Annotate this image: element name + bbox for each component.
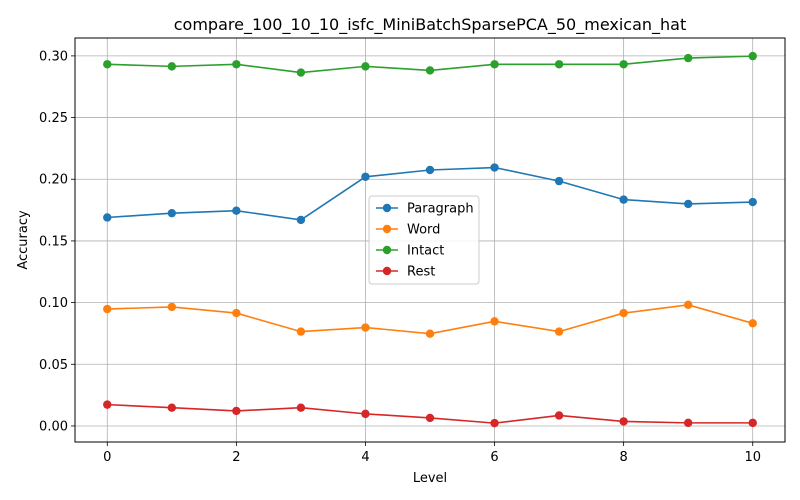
- x-tick-label: 10: [744, 450, 761, 465]
- data-point-intact: [103, 60, 112, 69]
- series-word: [103, 300, 757, 338]
- data-point-rest: [103, 400, 112, 409]
- data-point-intact: [425, 66, 435, 75]
- data-point-word: [296, 327, 306, 336]
- data-point-paragraph: [748, 197, 757, 207]
- data-point-paragraph: [425, 165, 435, 175]
- data-point-intact: [554, 60, 564, 69]
- series-layer: [103, 51, 757, 428]
- data-point-rest: [490, 418, 499, 428]
- data-point-paragraph: [554, 176, 564, 186]
- data-point-intact: [748, 51, 757, 61]
- y-tick-label: 0.20: [39, 173, 68, 188]
- x-tick-label: 4: [361, 450, 369, 465]
- data-point-rest: [167, 403, 177, 412]
- data-point-word: [619, 308, 628, 318]
- data-point-paragraph: [232, 206, 241, 215]
- data-point-intact: [619, 60, 628, 69]
- x-tick-label: 2: [232, 450, 240, 465]
- data-point-word: [425, 329, 435, 338]
- x-tick-label: 0: [103, 450, 111, 465]
- legend-label-intact: Intact: [407, 244, 444, 259]
- legend-marker-rest: [382, 266, 392, 276]
- data-point-word: [683, 300, 693, 310]
- data-point-word: [748, 319, 757, 328]
- y-tick-label: 0.05: [39, 358, 68, 373]
- data-point-word: [490, 317, 499, 326]
- data-point-paragraph: [490, 163, 499, 172]
- legend: Paragraph Word Intact Rest: [368, 195, 480, 285]
- legend-item-word: Word: [376, 223, 440, 238]
- legend-label-paragraph: Paragraph: [407, 202, 474, 217]
- legend-label-word: Word: [407, 223, 440, 238]
- data-point-paragraph: [167, 208, 177, 218]
- x-axis-label: Level: [413, 471, 447, 486]
- y-tick-label: 0.00: [39, 419, 68, 434]
- ticks: 0 2 4 6 8 10 0.00 0.05 0.10 0.15 0.20 0.25 0.30: [39, 49, 761, 465]
- y-tick-label: 0.10: [39, 296, 68, 311]
- legend-marker-paragraph: [382, 203, 392, 213]
- legend-item-paragraph: Paragraph: [376, 202, 474, 217]
- data-point-rest: [361, 409, 370, 419]
- series-intact: [103, 51, 757, 77]
- data-point-word: [554, 327, 564, 336]
- x-tick-label: 6: [490, 450, 498, 465]
- data-point-word: [103, 304, 112, 314]
- data-point-rest: [425, 413, 435, 423]
- legend-label-rest: Rest: [407, 265, 435, 280]
- chart-title: compare_100_10_10_isfc_MiniBatchSparsePC…: [174, 15, 687, 35]
- data-point-rest: [296, 403, 306, 412]
- y-axis-label: Accuracy: [16, 210, 31, 270]
- data-point-rest: [232, 406, 241, 416]
- legend-marker-intact: [382, 245, 392, 255]
- data-point-word: [232, 308, 241, 318]
- data-point-paragraph: [619, 195, 628, 204]
- data-point-intact: [167, 62, 177, 71]
- data-point-rest: [554, 411, 564, 420]
- data-point-paragraph: [296, 215, 306, 225]
- y-tick-label: 0.25: [39, 111, 68, 126]
- data-point-intact: [490, 60, 499, 69]
- legend-box: [368, 195, 480, 285]
- series-rest: [103, 400, 757, 428]
- y-tick-label: 0.30: [39, 49, 68, 64]
- data-point-paragraph: [683, 199, 693, 209]
- data-point-rest: [748, 418, 757, 428]
- data-point-intact: [232, 60, 241, 69]
- plot-frame: [74, 37, 786, 443]
- data-point-rest: [619, 417, 628, 426]
- data-point-word: [167, 302, 177, 312]
- data-point-rest: [683, 418, 693, 428]
- legend-item-intact: Intact: [376, 244, 444, 259]
- y-tick-label: 0.15: [39, 234, 68, 249]
- legend-item-rest: Rest: [376, 265, 435, 280]
- data-point-word: [361, 323, 370, 332]
- data-point-paragraph: [103, 213, 112, 222]
- legend-marker-word: [382, 224, 392, 234]
- data-point-paragraph: [361, 172, 370, 181]
- data-point-intact: [296, 68, 306, 77]
- data-point-intact: [683, 53, 693, 63]
- series-paragraph: [103, 163, 757, 225]
- data-point-intact: [361, 62, 370, 71]
- x-tick-label: 8: [619, 450, 627, 465]
